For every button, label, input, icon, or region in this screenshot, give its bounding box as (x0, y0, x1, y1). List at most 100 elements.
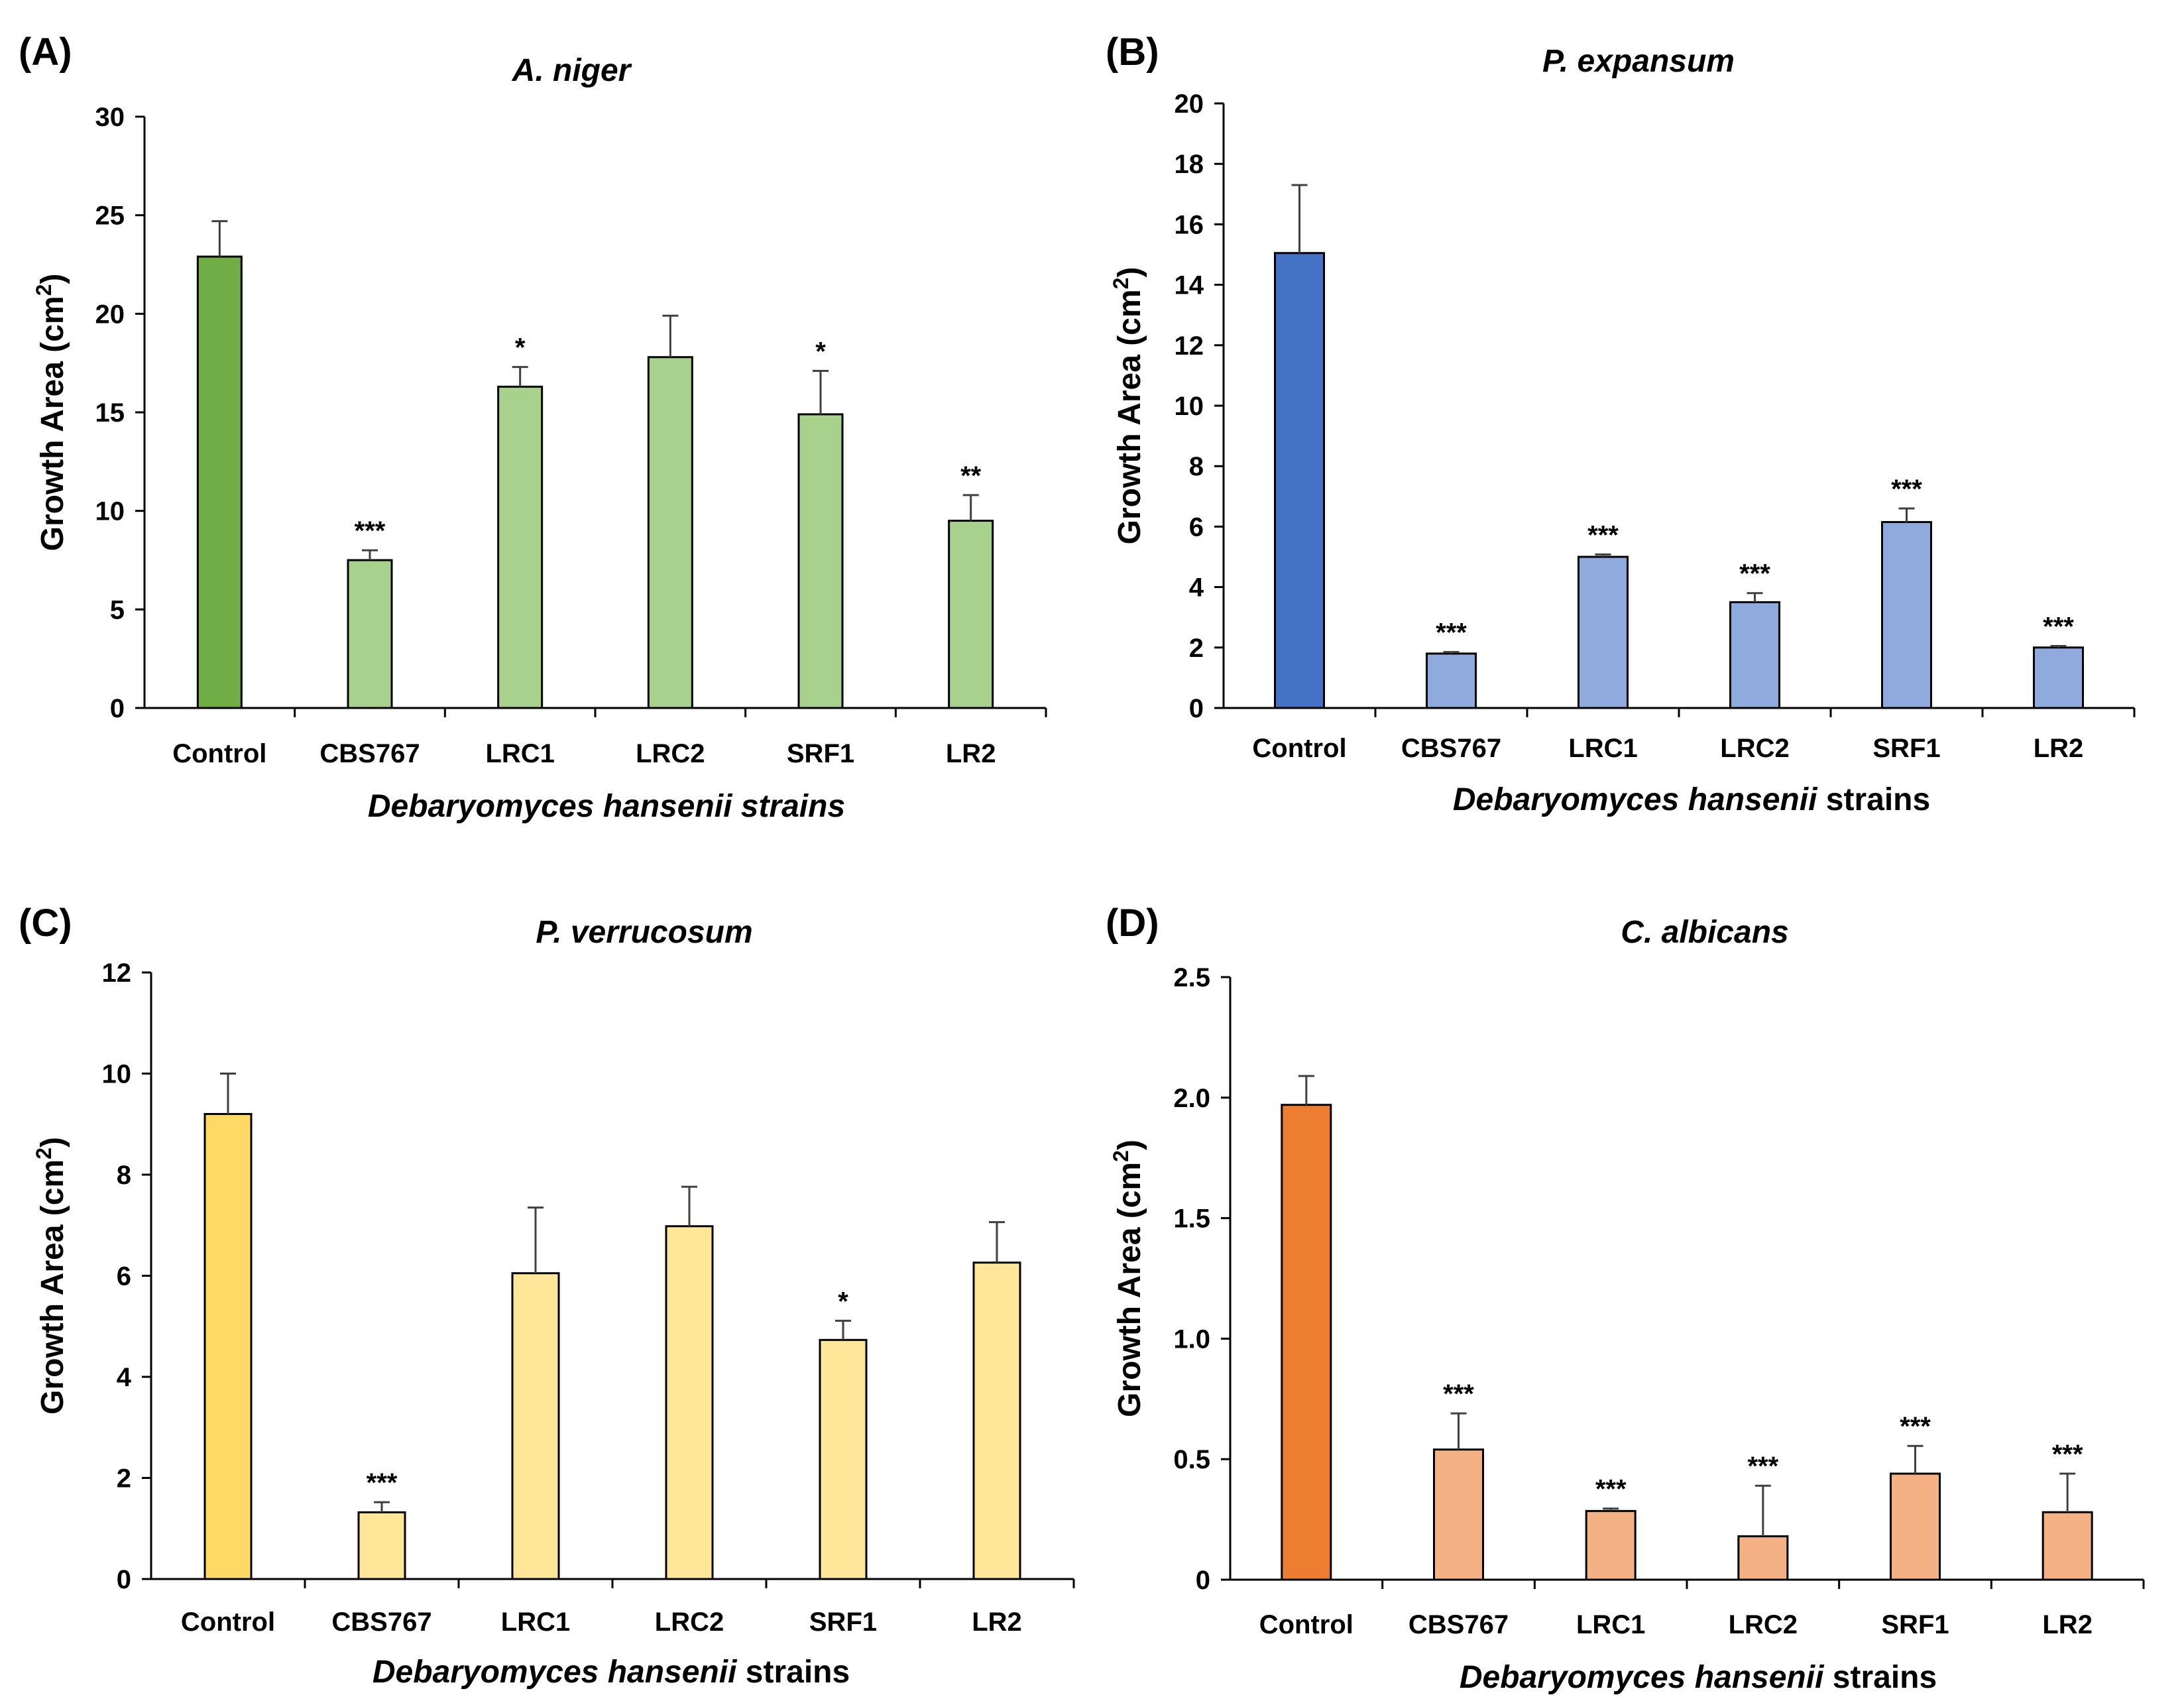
bar-lrc1 (497, 385, 544, 709)
x-tick-label: LRC2 (1729, 1610, 1798, 1639)
x-axis-title-rest: strains (1817, 782, 1930, 817)
y-tick-label: 1.5 (1173, 1204, 1210, 1234)
significance-marker: *** (1739, 559, 1770, 589)
x-tick-label: Control (181, 1608, 275, 1637)
x-tick-label: SRF1 (1872, 734, 1940, 763)
x-tick-label: LR2 (946, 739, 996, 768)
significance-marker: * (838, 1287, 848, 1316)
chart-title: P. expansum (1542, 44, 1735, 79)
bar-lrc2 (665, 1225, 714, 1580)
bar-srf1 (819, 1338, 868, 1580)
x-axis-title-italic: Debaryomyces hansenii strains (368, 789, 845, 824)
chart-panel-4: (D) C. albicans 0 0.5 1.0 1.5 2.0 2.5 Control ***… (1106, 902, 2145, 1695)
y-axis-title-main: Growth Area (cm (35, 296, 70, 551)
significance-marker: *** (1747, 1452, 1778, 1481)
y-tick-label: 2.0 (1173, 1084, 1210, 1113)
bar-lrc1 (511, 1272, 560, 1580)
y-tick-label: 2.5 (1173, 963, 1210, 992)
x-tick-label: CBS767 (319, 739, 420, 768)
y-axis-title: Growth Area (cm2) (32, 274, 70, 552)
x-tick-label: SRF1 (787, 739, 854, 768)
y-tick-label: 0 (1196, 1566, 1210, 1595)
significance-marker: *** (355, 516, 386, 546)
y-tick-label: 4 (117, 1363, 132, 1392)
significance-marker: *** (2043, 613, 2074, 642)
y-tick-label: 8 (1189, 452, 1204, 481)
x-tick-label: CBS767 (1401, 734, 1501, 763)
significance-marker: *** (367, 1468, 398, 1497)
y-tick-label: 10 (1175, 392, 1204, 421)
x-tick-label: Control (1259, 1610, 1353, 1639)
x-tick-label: LRC2 (636, 739, 705, 768)
bar-cbs767 (1433, 1448, 1484, 1581)
y-tick-label: 0 (110, 694, 125, 723)
y-tick-label: 4 (1189, 573, 1204, 603)
x-axis-title-italic: Debaryomyces hansenii (1453, 782, 1818, 817)
chart-panel-1: (A) A. niger051015202530Control***CBS767*… (19, 30, 1047, 824)
y-tick-label: 25 (95, 202, 125, 231)
x-tick-label: SRF1 (809, 1608, 877, 1637)
x-axis-title: Debaryomyces hansenii strains (373, 1655, 850, 1690)
y-axis-title-main: Growth Area (cm (1112, 289, 1147, 544)
y-axis-title-sup: 2 (1109, 278, 1133, 290)
chart-title: C. albicans (1621, 915, 1788, 950)
bar-cbs767 (347, 559, 393, 709)
y-axis-title: Growth Area (cm2) (1109, 1140, 1147, 1417)
x-axis-title-italic: Debaryomyces hansenii (1460, 1660, 1825, 1695)
y-axis-title-end: ) (35, 1137, 70, 1147)
panel-label: (D) (1106, 902, 1159, 945)
y-tick-label: 20 (1175, 89, 1204, 119)
y-axis-title: Growth Area (cm2) (32, 1137, 70, 1415)
y-tick-label: 5 (110, 595, 125, 624)
x-tick-label: Control (172, 739, 266, 768)
y-tick-label: 14 (1175, 271, 1204, 300)
bar-srf1 (797, 413, 844, 709)
x-tick-label: LR2 (2034, 734, 2084, 763)
significance-marker: *** (1587, 520, 1619, 550)
bar-lrc2 (1729, 601, 1780, 709)
y-axis-title-end: ) (1112, 1140, 1147, 1150)
y-tick-label: 10 (102, 1060, 132, 1089)
bar-lr2 (2033, 646, 2084, 709)
y-axis-title-end: ) (1112, 267, 1147, 278)
y-tick-label: 15 (95, 398, 125, 428)
bar-control (1281, 1104, 1332, 1581)
y-tick-label: 30 (95, 103, 125, 132)
bar-control (203, 1113, 253, 1580)
x-tick-label: CBS767 (331, 1608, 431, 1637)
bar-lrc1 (1585, 1509, 1637, 1581)
significance-marker: *** (1891, 475, 1922, 504)
x-tick-label: LR2 (2042, 1610, 2093, 1639)
bar-lrc1 (1578, 556, 1629, 709)
y-tick-label: 2 (1189, 634, 1204, 663)
x-axis-title-rest: strains (1823, 1660, 1937, 1695)
significance-marker: ** (960, 461, 982, 491)
panel-label: (A) (19, 30, 72, 74)
x-tick-label: SRF1 (1881, 1610, 1949, 1639)
panel-label: (B) (1106, 30, 1159, 74)
significance-marker: *** (1436, 618, 1467, 648)
y-tick-label: 0 (1189, 694, 1204, 723)
significance-marker: * (815, 337, 826, 367)
x-tick-label: LR2 (972, 1608, 1022, 1637)
significance-marker: *** (2052, 1440, 2083, 1469)
chart-title: P. verrucosum (536, 915, 752, 950)
bar-control (196, 255, 243, 709)
y-axis-title-main: Growth Area (cm (1112, 1162, 1147, 1417)
bar-lrc2 (1737, 1535, 1789, 1581)
significance-marker: *** (1443, 1379, 1474, 1409)
bar-srf1 (1881, 521, 1932, 709)
y-tick-label: 16 (1175, 210, 1204, 239)
y-axis-title: Growth Area (cm2) (1109, 267, 1147, 545)
bar-lr2 (2041, 1511, 2093, 1581)
bar-lr2 (972, 1261, 1021, 1580)
y-tick-label: 12 (1175, 331, 1204, 361)
x-axis-title: Debaryomyces hansenii strains (1453, 782, 1930, 817)
significance-marker: * (515, 333, 526, 363)
x-axis-title: Debaryomyces hansenii strains (368, 789, 845, 824)
bar-control (1274, 252, 1325, 709)
y-tick-label: 6 (117, 1262, 131, 1291)
bar-lr2 (948, 520, 994, 709)
x-tick-label: LRC2 (655, 1608, 724, 1637)
